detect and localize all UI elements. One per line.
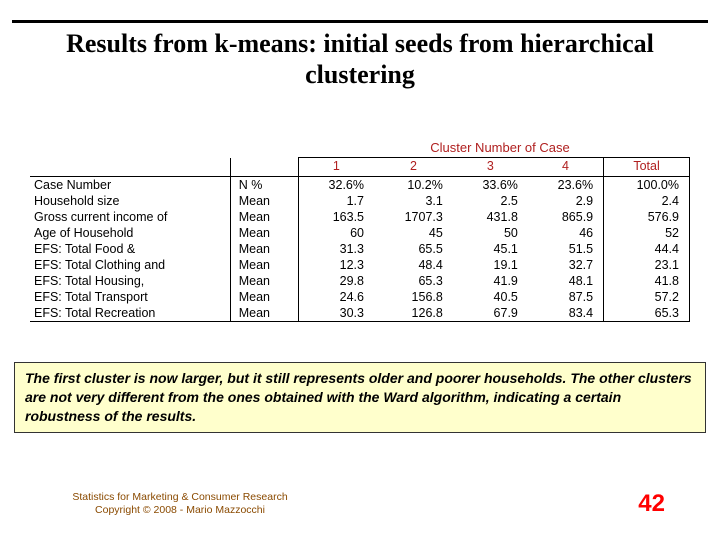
slide-title: Results from k-means: initial seeds from… [20, 28, 700, 90]
cell-value: 2.4 [604, 193, 690, 209]
cell-value: 12.3 [298, 257, 374, 273]
row-label: EFS: Total Food & [30, 241, 230, 257]
row-stat: Mean [230, 305, 298, 322]
page-number: 42 [638, 490, 665, 518]
cell-value: 48.1 [528, 273, 604, 289]
footer-line2: Copyright © 2008 - Mario Mazzocchi [95, 504, 265, 516]
table-super-header: Cluster Number of Case [30, 140, 690, 155]
cell-value: 65.3 [604, 305, 690, 322]
results-table-container: Cluster Number of Case 1 2 3 4 Total Cas… [30, 140, 690, 322]
row-label: Age of Household [30, 225, 230, 241]
cell-value: 865.9 [528, 209, 604, 225]
cell-value: 23.1 [604, 257, 690, 273]
row-stat: Mean [230, 241, 298, 257]
row-stat: Mean [230, 209, 298, 225]
cell-value: 67.9 [453, 305, 528, 322]
cell-value: 31.3 [298, 241, 374, 257]
cell-value: 2.9 [528, 193, 604, 209]
cell-value: 10.2% [374, 177, 453, 194]
cell-value: 45.1 [453, 241, 528, 257]
table-row: EFS: Total Housing,Mean29.865.341.948.14… [30, 273, 690, 289]
cell-value: 60 [298, 225, 374, 241]
col-header: Total [604, 158, 690, 175]
cell-value: 52 [604, 225, 690, 241]
cell-value: 1707.3 [374, 209, 453, 225]
cell-value: 33.6% [453, 177, 528, 194]
cell-value: 40.5 [453, 289, 528, 305]
cell-value: 3.1 [374, 193, 453, 209]
cell-value: 2.5 [453, 193, 528, 209]
table-row: Gross current income ofMean163.51707.343… [30, 209, 690, 225]
cell-value: 44.4 [604, 241, 690, 257]
cell-value: 46 [528, 225, 604, 241]
table-row: EFS: Total TransportMean24.6156.840.587.… [30, 289, 690, 305]
cell-value: 65.3 [374, 273, 453, 289]
row-stat: Mean [230, 193, 298, 209]
row-stat: Mean [230, 257, 298, 273]
table-row: EFS: Total Food &Mean31.365.545.151.544.… [30, 241, 690, 257]
row-stat: Mean [230, 225, 298, 241]
col-header: 4 [528, 158, 604, 175]
cell-value: 1.7 [298, 193, 374, 209]
row-label: EFS: Total Transport [30, 289, 230, 305]
row-label: EFS: Total Clothing and [30, 257, 230, 273]
row-stat: N % [230, 177, 298, 194]
cell-value: 431.8 [453, 209, 528, 225]
cell-value: 32.7 [528, 257, 604, 273]
row-stat: Mean [230, 273, 298, 289]
cell-value: 100.0% [604, 177, 690, 194]
cell-value: 24.6 [298, 289, 374, 305]
cell-value: 576.9 [604, 209, 690, 225]
table-row: EFS: Total RecreationMean30.3126.867.983… [30, 305, 690, 322]
cell-value: 41.9 [453, 273, 528, 289]
row-label: EFS: Total Recreation [30, 305, 230, 322]
row-label: EFS: Total Housing, [30, 273, 230, 289]
cell-value: 29.8 [298, 273, 374, 289]
table-row: Age of HouseholdMean6045504652 [30, 225, 690, 241]
results-table: 1 2 3 4 Total Case NumberN %32.6%10.2%33… [30, 157, 690, 322]
cell-value: 19.1 [453, 257, 528, 273]
cell-value: 65.5 [374, 241, 453, 257]
cell-value: 32.6% [298, 177, 374, 194]
col-header: 1 [298, 158, 374, 175]
cell-value: 48.4 [374, 257, 453, 273]
cell-value: 163.5 [298, 209, 374, 225]
col-header: 3 [453, 158, 528, 175]
row-label: Gross current income of [30, 209, 230, 225]
cell-value: 57.2 [604, 289, 690, 305]
cell-value: 83.4 [528, 305, 604, 322]
cell-value: 30.3 [298, 305, 374, 322]
cell-value: 41.8 [604, 273, 690, 289]
row-stat: Mean [230, 289, 298, 305]
cell-value: 126.8 [374, 305, 453, 322]
footer-line1: Statistics for Marketing & Consumer Rese… [72, 491, 287, 503]
cell-value: 87.5 [528, 289, 604, 305]
cell-value: 51.5 [528, 241, 604, 257]
table-row: Case NumberN %32.6%10.2%33.6%23.6%100.0% [30, 177, 690, 194]
table-row: Household sizeMean1.73.12.52.92.4 [30, 193, 690, 209]
cell-value: 23.6% [528, 177, 604, 194]
footer-credit: Statistics for Marketing & Consumer Rese… [50, 491, 310, 518]
interpretation-note: The first cluster is now larger, but it … [14, 362, 706, 433]
table-row: EFS: Total Clothing andMean12.348.419.13… [30, 257, 690, 273]
cell-value: 50 [453, 225, 528, 241]
row-label: Case Number [30, 177, 230, 194]
cell-value: 45 [374, 225, 453, 241]
row-label: Household size [30, 193, 230, 209]
col-header: 2 [374, 158, 453, 175]
cell-value: 156.8 [374, 289, 453, 305]
